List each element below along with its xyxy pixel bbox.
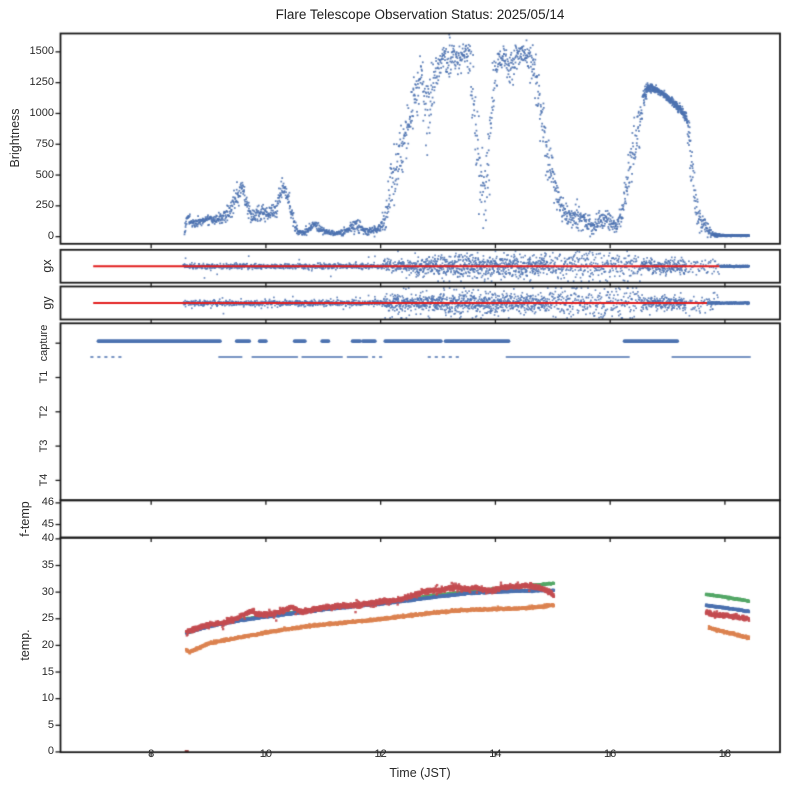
x-axis-label: Time (JST) [389,766,451,780]
category-tick-label: T2 [38,405,50,419]
y-tick-label: 46 [41,496,54,509]
x-tick-label: 8 [148,748,155,760]
y-tick-label: 5 [47,718,54,731]
y-tick-label: 1250 [29,76,54,89]
y-tick-label: 20 [41,638,54,651]
y-tick-label: 45 [41,518,54,531]
category-tick-label: T3 [38,439,50,453]
y-axis-label-gy: gy [40,296,54,310]
category-tick-label: T1 [38,371,50,384]
y-tick-label: 25 [41,612,54,625]
x-tick-label: 18 [718,748,732,760]
y-tick-label: 15 [41,665,54,678]
category-tick-label: T4 [38,473,50,487]
y-tick-label: 1000 [29,106,54,119]
y-tick-label: 40 [41,532,54,545]
y-tick-label: 10 [41,692,54,705]
y-tick-label: 0 [47,745,54,758]
y-tick-label: 750 [35,137,54,150]
y-tick-label: 500 [35,168,54,181]
chart-title: Flare Telescope Observation Status: 2025… [275,7,565,22]
category-tick-label: capture [38,324,50,362]
y-axis-label-gx: gx [40,259,54,273]
x-tick-label: 16 [604,748,617,760]
y-tick-label: 30 [41,585,54,598]
x-tick-label: 14 [489,748,502,760]
y-tick-label: 1500 [29,45,54,58]
x-tick-label: 10 [259,748,273,760]
y-tick-label: 35 [41,558,54,571]
y-tick-label: 250 [35,199,54,212]
y-tick-label: 0 [47,230,54,243]
x-tick-label: 12 [374,748,387,760]
